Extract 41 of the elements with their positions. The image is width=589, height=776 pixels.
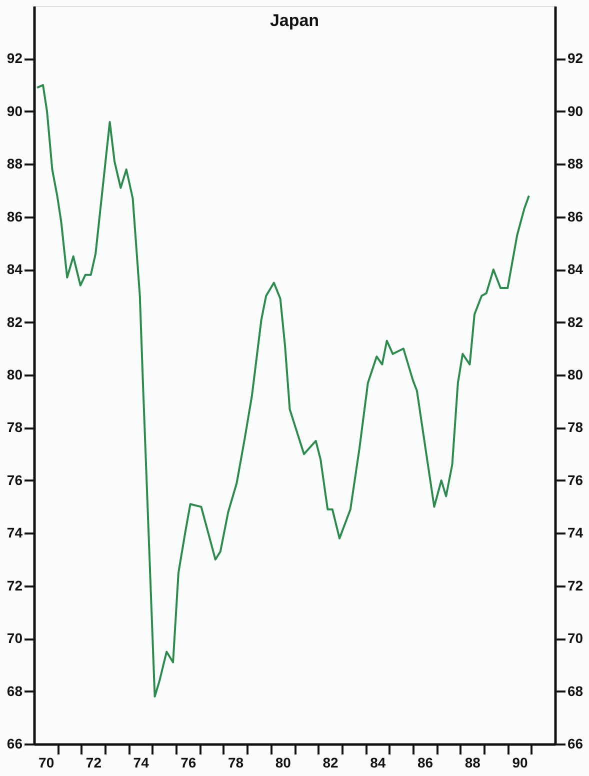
x-tick-label: 78 xyxy=(228,754,244,770)
y-tick-label: 70 xyxy=(6,630,23,646)
y2-tick-label: 66 xyxy=(568,736,584,752)
y2-tick-label: 70 xyxy=(568,630,584,646)
x-tick-label: 88 xyxy=(464,754,481,770)
y-tick-label: 66 xyxy=(6,736,23,752)
x-tick-label: 70 xyxy=(38,754,54,770)
y2-tick-label: 78 xyxy=(568,419,584,436)
x-tick-label: 74 xyxy=(133,754,150,770)
y2-tick-label: 82 xyxy=(568,314,584,330)
x-tick-label: 84 xyxy=(370,754,386,770)
y2-tick-label: 84 xyxy=(568,261,584,278)
y-tick-label: 88 xyxy=(6,156,23,172)
y-tick-label: 72 xyxy=(6,577,23,594)
y-tick-label: 76 xyxy=(6,472,23,488)
y-tick-label: 86 xyxy=(6,208,23,224)
y-tick-label: 74 xyxy=(6,524,23,541)
y-tick-label: 68 xyxy=(6,682,23,699)
line-series xyxy=(36,84,530,698)
y-tick-label: 92 xyxy=(6,50,23,66)
y2-tick-label: 90 xyxy=(568,102,584,119)
x-tick-label: 80 xyxy=(275,754,292,770)
y2-tick-label: 86 xyxy=(568,208,584,224)
y2-tick-label: 74 xyxy=(568,524,584,541)
y2-tick-label: 72 xyxy=(568,577,584,594)
y-tick-label: 80 xyxy=(6,366,23,382)
x-tick-label: 86 xyxy=(417,754,434,770)
x-tick-label: 82 xyxy=(322,754,339,770)
y2-tick-label: 76 xyxy=(568,472,584,488)
y2-tick-label: 92 xyxy=(568,50,584,66)
y-tick-label: 82 xyxy=(6,314,23,330)
y-tick-label: 84 xyxy=(6,261,23,278)
x-tick-label: 90 xyxy=(512,754,528,770)
y-tick-label: 90 xyxy=(6,102,23,119)
y2-tick-label: 68 xyxy=(568,682,584,699)
y2-tick-label: 88 xyxy=(568,156,584,172)
y2-tick-label: 80 xyxy=(568,366,584,382)
x-tick-label: 76 xyxy=(180,754,196,770)
y-tick-label: 78 xyxy=(6,419,23,436)
x-tick-label: 72 xyxy=(86,754,102,770)
chart-title: Japan xyxy=(270,11,320,30)
